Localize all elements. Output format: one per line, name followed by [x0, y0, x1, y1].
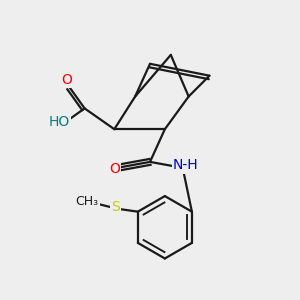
Text: S: S	[111, 200, 120, 214]
Text: O: O	[61, 73, 72, 87]
Text: N-H: N-H	[173, 158, 199, 172]
Text: O: O	[109, 162, 120, 176]
Text: CH₃: CH₃	[76, 195, 99, 208]
Text: HO: HO	[49, 115, 70, 129]
